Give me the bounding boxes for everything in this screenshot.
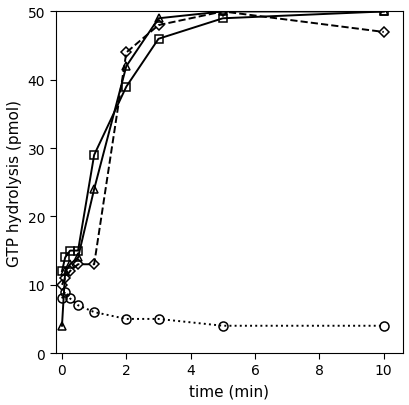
Y-axis label: GTP hydrolysis (pmol): GTP hydrolysis (pmol) — [7, 100, 22, 266]
X-axis label: time (min): time (min) — [189, 383, 269, 398]
